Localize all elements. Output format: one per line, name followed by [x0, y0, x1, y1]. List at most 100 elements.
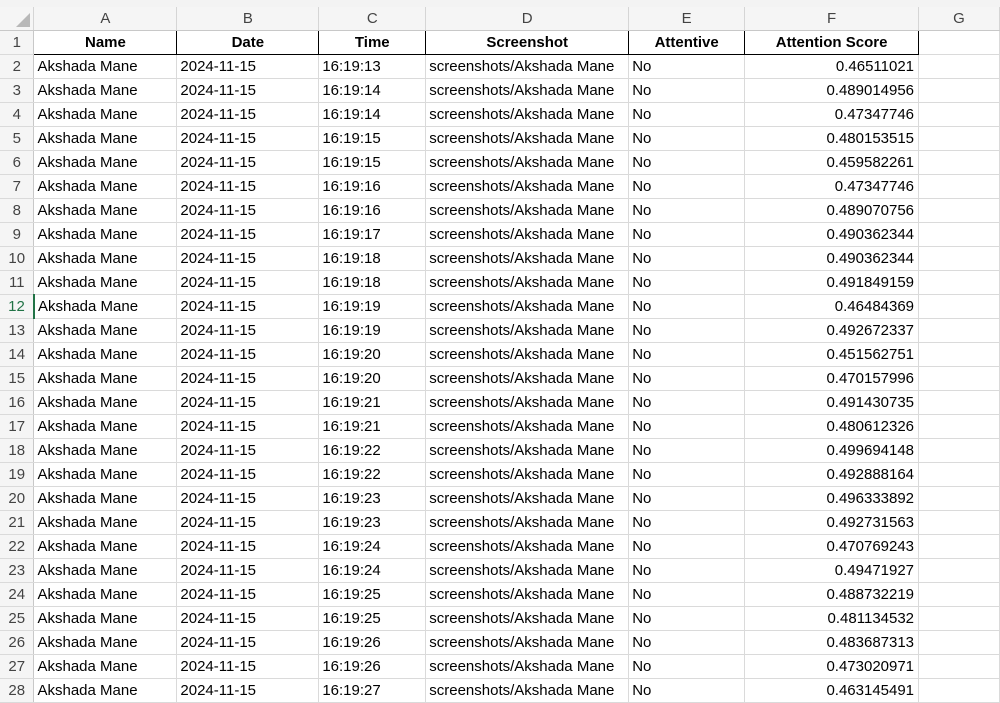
cell-attention-score[interactable]: 0.46484369: [744, 294, 920, 319]
row-header[interactable]: 14: [0, 342, 35, 367]
cell-time[interactable]: 16:19:19: [318, 294, 427, 319]
cell-name[interactable]: Akshada Mane: [33, 654, 178, 679]
cell-name[interactable]: Akshada Mane: [33, 294, 178, 319]
cell-attention-score[interactable]: 0.490362344: [744, 246, 920, 271]
cell-date[interactable]: 2024-11-15: [176, 510, 320, 535]
empty-cell[interactable]: [918, 342, 1000, 367]
cell-screenshot[interactable]: screenshots/Akshada Mane: [425, 102, 630, 127]
cell-time[interactable]: 16:19:21: [318, 390, 427, 415]
cell-date[interactable]: 2024-11-15: [176, 174, 320, 199]
empty-cell[interactable]: [918, 294, 1000, 319]
cell-time[interactable]: 16:19:26: [318, 654, 427, 679]
cell-date[interactable]: 2024-11-15: [176, 294, 320, 319]
header-cell-screenshot[interactable]: Screenshot: [425, 30, 630, 55]
cell-time[interactable]: 16:19:24: [318, 558, 427, 583]
cell-attentive[interactable]: No: [628, 246, 746, 271]
row-header[interactable]: 6: [0, 150, 35, 175]
cell-date[interactable]: 2024-11-15: [176, 270, 320, 295]
cell-name[interactable]: Akshada Mane: [33, 246, 178, 271]
header-cell-time[interactable]: Time: [318, 30, 427, 55]
row-header[interactable]: 9: [0, 222, 35, 247]
row-header[interactable]: 22: [0, 534, 35, 559]
cell-attentive[interactable]: No: [628, 366, 746, 391]
row-header[interactable]: 17: [0, 414, 35, 439]
cell-attentive[interactable]: No: [628, 654, 746, 679]
cell-screenshot[interactable]: screenshots/Akshada Mane: [425, 654, 630, 679]
cell-attentive[interactable]: No: [628, 294, 746, 319]
cell-attentive[interactable]: No: [628, 54, 746, 79]
cell-name[interactable]: Akshada Mane: [33, 534, 178, 559]
cell-screenshot[interactable]: screenshots/Akshada Mane: [425, 342, 630, 367]
cell-name[interactable]: Akshada Mane: [33, 198, 178, 223]
cell-attention-score[interactable]: 0.499694148: [744, 438, 920, 463]
cell-date[interactable]: 2024-11-15: [176, 558, 320, 583]
cell-date[interactable]: 2024-11-15: [176, 366, 320, 391]
cell-time[interactable]: 16:19:23: [318, 486, 427, 511]
empty-cell[interactable]: [918, 30, 1000, 55]
cell-attentive[interactable]: No: [628, 510, 746, 535]
cell-screenshot[interactable]: screenshots/Akshada Mane: [425, 390, 630, 415]
cell-time[interactable]: 16:19:25: [318, 582, 427, 607]
row-header[interactable]: 10: [0, 246, 35, 271]
cell-time[interactable]: 16:19:14: [318, 102, 427, 127]
cell-date[interactable]: 2024-11-15: [176, 54, 320, 79]
cell-screenshot[interactable]: screenshots/Akshada Mane: [425, 582, 630, 607]
cell-time[interactable]: 16:19:15: [318, 150, 427, 175]
row-header[interactable]: 16: [0, 390, 35, 415]
cell-time[interactable]: 16:19:24: [318, 534, 427, 559]
cell-time[interactable]: 16:19:13: [318, 54, 427, 79]
cell-name[interactable]: Akshada Mane: [33, 78, 178, 103]
cell-screenshot[interactable]: screenshots/Akshada Mane: [425, 174, 630, 199]
cell-date[interactable]: 2024-11-15: [176, 318, 320, 343]
empty-cell[interactable]: [918, 150, 1000, 175]
empty-cell[interactable]: [918, 390, 1000, 415]
cell-screenshot[interactable]: screenshots/Akshada Mane: [425, 78, 630, 103]
cell-name[interactable]: Akshada Mane: [33, 174, 178, 199]
cell-screenshot[interactable]: screenshots/Akshada Mane: [425, 414, 630, 439]
cell-date[interactable]: 2024-11-15: [176, 438, 320, 463]
cell-name[interactable]: Akshada Mane: [33, 150, 178, 175]
cell-name[interactable]: Akshada Mane: [33, 102, 178, 127]
cell-name[interactable]: Akshada Mane: [33, 510, 178, 535]
column-header-c[interactable]: C: [318, 7, 427, 31]
row-header[interactable]: 18: [0, 438, 35, 463]
cell-attention-score[interactable]: 0.481134532: [744, 606, 920, 631]
cell-attentive[interactable]: No: [628, 126, 746, 151]
cell-attentive[interactable]: No: [628, 174, 746, 199]
cell-time[interactable]: 16:19:26: [318, 630, 427, 655]
empty-cell[interactable]: [918, 414, 1000, 439]
cell-name[interactable]: Akshada Mane: [33, 438, 178, 463]
cell-screenshot[interactable]: screenshots/Akshada Mane: [425, 54, 630, 79]
cell-date[interactable]: 2024-11-15: [176, 654, 320, 679]
cell-time[interactable]: 16:19:23: [318, 510, 427, 535]
cell-attention-score[interactable]: 0.47347746: [744, 174, 920, 199]
empty-cell[interactable]: [918, 510, 1000, 535]
cell-attention-score[interactable]: 0.483687313: [744, 630, 920, 655]
column-header-f[interactable]: F: [744, 7, 920, 31]
cell-time[interactable]: 16:19:19: [318, 318, 427, 343]
cell-attention-score[interactable]: 0.488732219: [744, 582, 920, 607]
row-header[interactable]: 20: [0, 486, 35, 511]
empty-cell[interactable]: [918, 462, 1000, 487]
cell-screenshot[interactable]: screenshots/Akshada Mane: [425, 246, 630, 271]
cell-attentive[interactable]: No: [628, 534, 746, 559]
column-header-b[interactable]: B: [176, 7, 320, 31]
row-header[interactable]: 2: [0, 54, 35, 79]
cell-attention-score[interactable]: 0.492888164: [744, 462, 920, 487]
cell-screenshot[interactable]: screenshots/Akshada Mane: [425, 366, 630, 391]
cell-time[interactable]: 16:19:22: [318, 438, 427, 463]
cell-screenshot[interactable]: screenshots/Akshada Mane: [425, 126, 630, 151]
cell-attention-score[interactable]: 0.470157996: [744, 366, 920, 391]
cell-screenshot[interactable]: screenshots/Akshada Mane: [425, 150, 630, 175]
cell-attention-score[interactable]: 0.490362344: [744, 222, 920, 247]
cell-name[interactable]: Akshada Mane: [33, 486, 178, 511]
empty-cell[interactable]: [918, 438, 1000, 463]
empty-cell[interactable]: [918, 174, 1000, 199]
empty-cell[interactable]: [918, 630, 1000, 655]
empty-cell[interactable]: [918, 366, 1000, 391]
row-header[interactable]: 26: [0, 630, 35, 655]
cell-screenshot[interactable]: screenshots/Akshada Mane: [425, 462, 630, 487]
row-header[interactable]: 13: [0, 318, 35, 343]
cell-date[interactable]: 2024-11-15: [176, 582, 320, 607]
row-header[interactable]: 3: [0, 78, 35, 103]
